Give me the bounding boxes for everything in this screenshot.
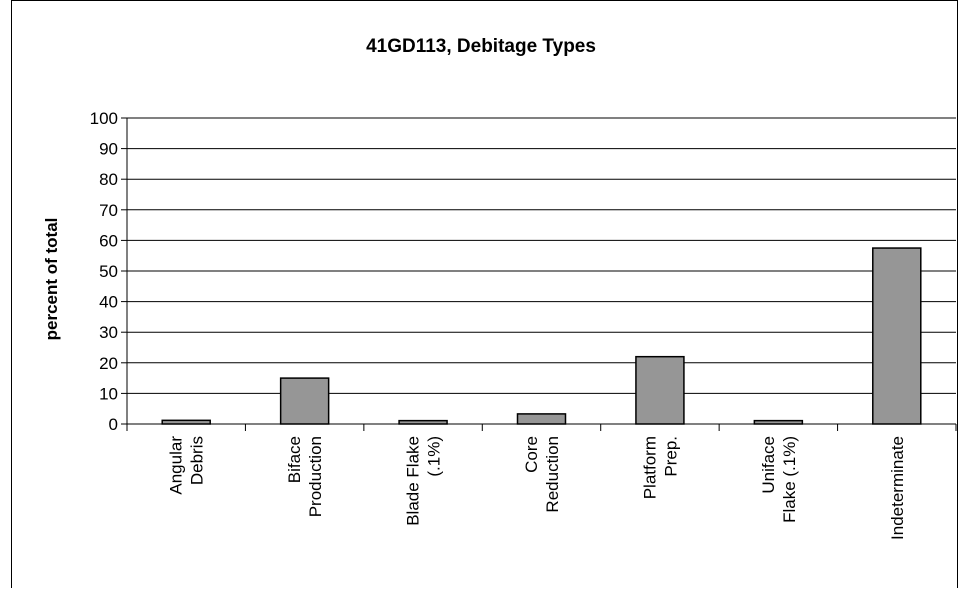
axes	[121, 117, 957, 431]
x-category-label: Uniface	[759, 436, 778, 494]
x-category-label: Blade Flake	[404, 436, 423, 526]
chart-frame	[11, 0, 958, 588]
x-category-label: Angular	[167, 436, 186, 495]
y-tick-label: 90	[99, 140, 118, 159]
x-category-label: (.1%)	[425, 436, 444, 477]
x-category-label: Reduction	[543, 436, 562, 513]
labels: 0 10 20 30 40 50 60 70 80 90 100 Angular Debris Bifac…	[42, 109, 907, 540]
y-tick-label: 80	[99, 170, 118, 189]
x-category-label: Production	[306, 436, 325, 517]
bar	[161, 419, 211, 425]
bar	[279, 377, 330, 425]
bar	[872, 247, 922, 425]
y-tick-label: 50	[99, 262, 118, 281]
y-tick-label: 40	[99, 293, 118, 312]
chart-title: 41GD113, Debitage Types	[366, 36, 596, 57]
x-category-label: Biface	[285, 436, 304, 483]
y-tick-label: 0	[109, 415, 118, 434]
gridlines	[127, 117, 956, 394]
bars	[161, 247, 922, 425]
x-category-label: Core	[522, 436, 541, 473]
bar	[635, 355, 685, 425]
x-category-label: Platform	[640, 436, 659, 499]
bar	[398, 419, 448, 425]
x-category-label: Indeterminate	[888, 436, 907, 540]
y-axis-label: percent of total	[42, 218, 61, 341]
y-tick-label: 100	[90, 109, 118, 128]
bar	[753, 419, 804, 425]
x-category-label: Prep.	[661, 436, 680, 477]
y-tick-label: 70	[99, 201, 118, 220]
bar	[516, 413, 567, 425]
x-category-label: Debris	[188, 436, 207, 485]
y-tick-label: 30	[99, 323, 118, 342]
y-tick-label: 20	[99, 354, 118, 373]
x-category-label: Flake (.1%)	[780, 436, 799, 523]
y-tick-label: 10	[99, 384, 118, 403]
y-tick-label: 60	[99, 231, 118, 250]
